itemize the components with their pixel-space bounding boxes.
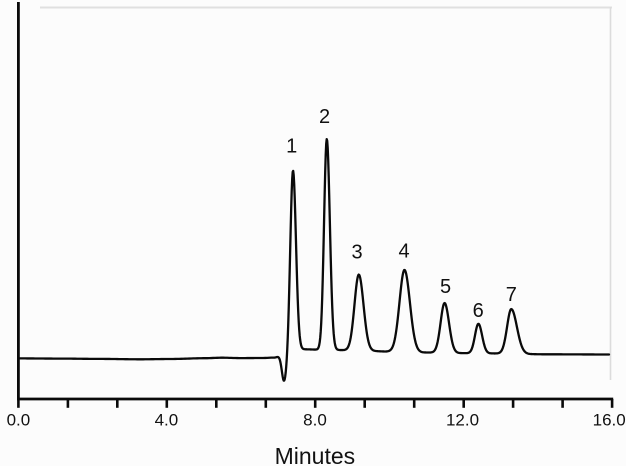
svg-text:12.0: 12.0 <box>446 411 479 430</box>
svg-text:1: 1 <box>286 135 297 157</box>
svg-text:4.0: 4.0 <box>155 411 179 430</box>
svg-text:5: 5 <box>440 276 451 298</box>
svg-text:2: 2 <box>319 106 330 128</box>
svg-text:8.0: 8.0 <box>303 411 327 430</box>
svg-text:6: 6 <box>473 300 484 322</box>
svg-text:16.0: 16.0 <box>593 411 626 430</box>
svg-text:Minutes: Minutes <box>275 443 356 466</box>
svg-text:4: 4 <box>398 241 409 263</box>
svg-text:7: 7 <box>506 284 517 306</box>
svg-text:3: 3 <box>352 242 363 264</box>
svg-text:0.0: 0.0 <box>7 411 31 430</box>
